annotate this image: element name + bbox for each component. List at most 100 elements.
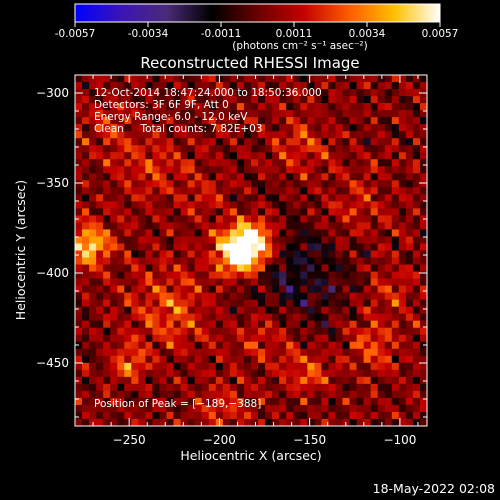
heatmap-cell [342,82,351,90]
heatmap-cell [272,257,280,266]
heatmap-cell [419,341,427,350]
heatmap-cell [349,299,358,308]
heatmap-cell [349,383,358,392]
heatmap-cell [236,159,245,167]
heatmap-cell [82,369,90,378]
heatmap-cell [419,292,427,301]
heatmap-cell [286,222,294,231]
heatmap-cell [272,390,280,399]
heatmap-cell [384,187,393,195]
heatmap-cell [272,243,280,252]
heatmap-cell [89,257,97,266]
heatmap-cell [222,306,231,315]
heatmap-cell [321,82,330,90]
heatmap-cell [279,110,287,118]
heatmap-cell [328,306,337,315]
heatmap-cell [370,397,379,406]
heatmap-cell [356,348,365,357]
heatmap-cell [307,264,315,273]
heatmap-cell [166,341,175,350]
heatmap-cell [272,306,280,315]
heatmap-cell [243,75,252,83]
heatmap-cell [391,194,400,202]
heatmap-cell [349,285,358,294]
heatmap-cell [229,236,238,245]
heatmap-cell [356,397,365,406]
heatmap-cell [321,383,330,392]
heatmap-cell [412,390,421,399]
heatmap-cell [307,159,315,167]
heatmap-cell [356,278,365,287]
heatmap-cell [124,285,132,294]
heatmap-cell [391,257,400,266]
heatmap-cell [124,376,132,385]
heatmap-cell [124,418,132,426]
heatmap-cell [300,110,308,118]
heatmap-cell [215,404,224,413]
heatmap-cell [138,229,146,238]
heatmap-cell [131,250,139,259]
heatmap-cell [180,187,189,195]
heatmap-cell [117,362,125,371]
heatmap-cell [145,89,154,97]
heatmap-cell [391,327,400,336]
heatmap-cell [215,369,224,378]
heatmap-cell [405,215,414,224]
heatmap-cell [279,152,287,160]
heatmap-cell [321,257,330,266]
heatmap-cell [307,229,315,238]
heatmap-cell [82,89,90,97]
heatmap-cell [293,355,301,364]
heatmap-cell [89,222,97,231]
heatmap-cell [152,257,161,266]
heatmap-cell [243,404,252,413]
heatmap-cell [377,320,386,329]
heatmap-cell [229,75,238,83]
heatmap-cell [412,285,421,294]
heatmap-cell [215,138,224,146]
heatmap-cell [215,306,224,315]
heatmap-cell [286,138,294,146]
heatmap-cell [75,418,83,426]
heatmap-cell [180,173,189,181]
heatmap-cell [384,313,393,322]
heatmap-cell [272,82,280,90]
heatmap-cell [236,278,245,287]
heatmap-cell [201,278,210,287]
heatmap-cell [236,334,245,343]
heatmap-cell [89,383,97,392]
heatmap-cell [159,313,168,322]
heatmap-cell [391,145,400,153]
heatmap-cell [131,271,139,280]
heatmap-cell [222,159,231,167]
heatmap-cell [356,243,365,252]
heatmap-cell [187,355,196,364]
heatmap-cell [201,362,210,371]
heatmap-cell [363,404,372,413]
heatmap-cell [321,208,330,216]
heatmap-cell [229,110,238,118]
heatmap-cell [258,124,266,132]
heatmap-cell [384,285,393,294]
heatmap-cell [82,299,90,308]
heatmap-cell [363,173,372,181]
heatmap-cell [342,257,351,266]
heatmap-cell [419,138,427,146]
heatmap-cell [258,348,266,357]
heatmap-cell [138,278,146,287]
heatmap-cell [349,152,358,160]
heatmap-cell [293,264,301,273]
heatmap-cell [335,355,344,364]
heatmap-cell [152,96,161,104]
heatmap-cell [96,173,104,181]
heatmap-cell [82,362,90,371]
heatmap-cell [96,229,104,238]
heatmap-cell [377,96,386,104]
heatmap-cell [370,355,379,364]
heatmap-cell [412,173,421,181]
heatmap-cell [286,257,294,266]
heatmap-cell [377,131,386,139]
heatmap-cell [258,180,266,188]
heatmap-cell [222,362,231,371]
heatmap-cell [314,411,322,420]
